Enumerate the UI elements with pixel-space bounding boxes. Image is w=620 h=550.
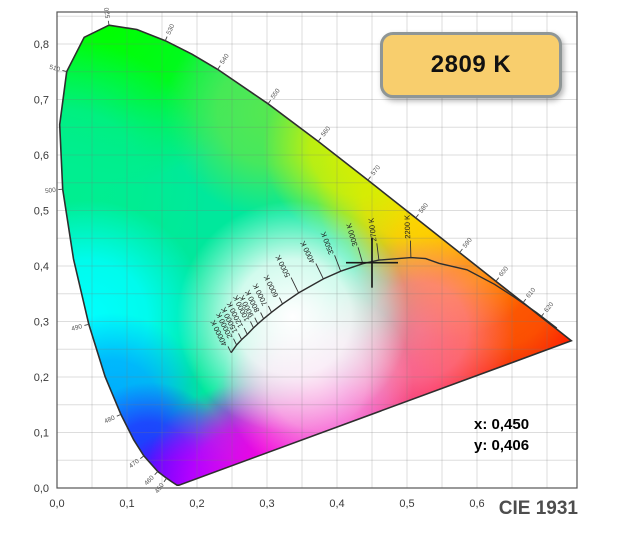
- svg-text:0,6: 0,6: [34, 150, 49, 162]
- cct-badge-label: 2809 K: [430, 51, 512, 78]
- svg-text:0,0: 0,0: [49, 498, 64, 510]
- svg-text:500: 500: [45, 187, 57, 195]
- svg-text:2200 K: 2200 K: [403, 215, 413, 239]
- planckian-locus: [230, 256, 558, 354]
- svg-text:0,5: 0,5: [399, 498, 414, 510]
- svg-text:550: 550: [270, 87, 282, 100]
- svg-text:0,1: 0,1: [34, 428, 49, 440]
- svg-text:0,2: 0,2: [34, 372, 49, 384]
- svg-text:510: 510: [48, 64, 61, 74]
- readout-x: x: 0,450: [474, 416, 530, 433]
- svg-text:0,2: 0,2: [189, 498, 204, 510]
- svg-text:0,3: 0,3: [34, 317, 49, 329]
- svg-text:0,0: 0,0: [34, 483, 49, 495]
- y-axis-labels: 0,0 0,1 0,2 0,3 0,4 0,5 0,6 0,7 0,8: [34, 39, 49, 495]
- svg-text:0,4: 0,4: [34, 261, 49, 273]
- svg-text:480: 480: [103, 414, 116, 425]
- svg-text:490: 490: [71, 323, 84, 333]
- x-axis-labels: 0,0 0,1 0,2 0,3 0,4 0,5 0,6: [49, 498, 484, 510]
- cct-badge: 2809 K: [380, 32, 562, 98]
- svg-text:620: 620: [543, 301, 555, 314]
- readout-y: y: 0,406: [474, 437, 530, 454]
- wavelength-labels: 4504604704804905005105205305405505605705…: [45, 7, 556, 495]
- svg-text:520: 520: [103, 7, 112, 19]
- svg-text:540: 540: [219, 52, 231, 65]
- svg-text:580: 580: [418, 202, 430, 215]
- xy-readout: x: 0,450 y: 0,406: [474, 414, 529, 456]
- svg-text:600: 600: [498, 265, 510, 278]
- svg-text:0,3: 0,3: [259, 498, 274, 510]
- plot-border: [56, 11, 578, 489]
- svg-text:610: 610: [525, 286, 537, 299]
- svg-text:0,8: 0,8: [34, 39, 49, 51]
- svg-text:0,1: 0,1: [119, 498, 134, 510]
- svg-text:460: 460: [143, 474, 156, 487]
- diagram-title: CIE 1931: [498, 498, 578, 519]
- svg-text:530: 530: [165, 23, 176, 36]
- svg-text:0,6: 0,6: [469, 498, 484, 510]
- marker-crosshair[interactable]: [346, 237, 398, 288]
- svg-text:470: 470: [128, 458, 141, 470]
- svg-text:0,4: 0,4: [329, 498, 344, 510]
- svg-text:0,5: 0,5: [34, 206, 49, 218]
- svg-text:2700 K: 2700 K: [367, 217, 379, 242]
- svg-text:0,7: 0,7: [34, 95, 49, 107]
